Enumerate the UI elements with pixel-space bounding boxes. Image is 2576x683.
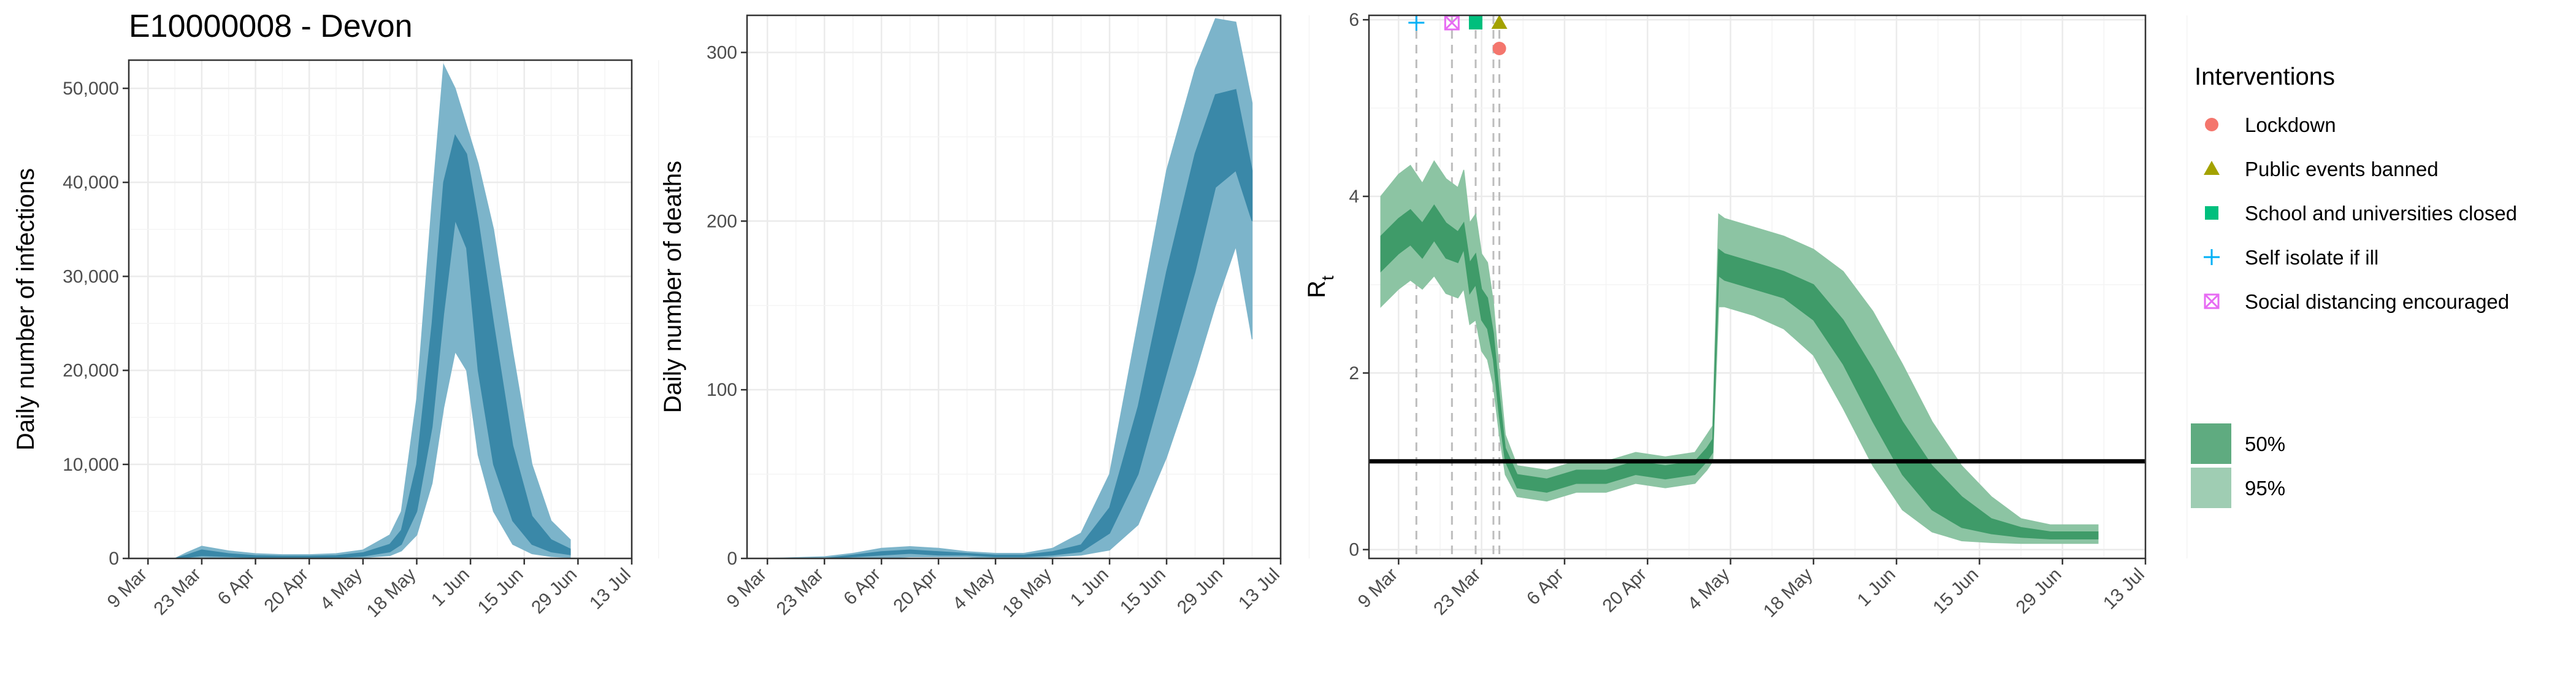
y-tick-label: 0	[1349, 540, 1359, 560]
x-tick-label: 13 Jul	[1235, 565, 1284, 614]
legend-band-swatch	[2191, 423, 2231, 464]
x-tick-label: 4 May	[316, 565, 366, 614]
x-tick-label: 13 Jul	[586, 565, 635, 614]
legend-items: Lockdown Public events banned School and u…	[2204, 114, 2517, 313]
y-tick-label: 20,000	[63, 361, 119, 381]
x-tick-label: 18 May	[1760, 565, 1817, 622]
x-tick-label: 23 Mar	[773, 565, 827, 619]
x-tick-label: 4 May	[949, 565, 999, 614]
band-50	[767, 88, 1253, 559]
x-tick-label: 1 Jun	[1853, 565, 1899, 611]
legend-item: Social distancing encouraged	[2204, 290, 2509, 313]
x-tick-label: 15 Jun	[474, 565, 527, 618]
legend-band: 50%	[2191, 423, 2285, 464]
x-tick-label: 4 May	[1684, 565, 1733, 614]
schools-marker	[1468, 16, 1482, 29]
x-tick-label: 29 Jun	[2012, 565, 2066, 618]
page-title: E10000008 - Devon	[129, 9, 413, 44]
y-tick-label: 0	[109, 549, 119, 569]
panel-border	[1368, 14, 2147, 560]
legend-lockdown-icon	[2205, 118, 2218, 131]
y-tick-label: 50,000	[63, 79, 119, 99]
legend-item: Self isolate if ill	[2204, 246, 2379, 269]
lockdown-marker	[1492, 42, 1506, 55]
y-tick-label: 6	[1349, 10, 1359, 30]
legend-triangle-icon	[2204, 161, 2220, 175]
y-tick-label: 30,000	[63, 266, 119, 287]
legend-item: Public events banned	[2204, 158, 2439, 180]
x-tick-label: 6 Apr	[1523, 565, 1568, 609]
x-tick-label: 1 Jun	[427, 565, 473, 611]
public-events-marker	[1491, 15, 1508, 29]
x-tick-label: 23 Mar	[1430, 565, 1484, 619]
x-tick-label: 1 Jun	[1067, 565, 1113, 611]
legend-item-label: School and universities closed	[2245, 202, 2517, 225]
y-tick-label: 40,000	[63, 172, 119, 193]
legend-item-label: Lockdown	[2245, 114, 2336, 136]
x-tick-label: 23 Mar	[150, 565, 205, 619]
y-tick-label: 2	[1349, 363, 1359, 384]
deaths-panel: 0 100 200 300 9 Mar 23 Mar 6 Apr 20 Apr 4 May 18 …	[659, 14, 1310, 622]
legend-item: School and universities closed	[2205, 202, 2517, 225]
y-axis-label-subscript: t	[1318, 276, 1337, 280]
legend-bands: 50% 95%	[2191, 423, 2285, 508]
y-tick-label: 0	[727, 549, 737, 569]
legend-square-icon	[2205, 206, 2218, 220]
legend-item-label: Public events banned	[2245, 158, 2439, 180]
band-95	[1380, 160, 2099, 544]
x-tick-label: 13 Jul	[2099, 565, 2149, 614]
y-tick-label: 200	[707, 211, 737, 231]
y-tick-label: 300	[707, 42, 737, 63]
gridlines	[129, 60, 659, 560]
x-tick-label: 9 Mar	[104, 565, 151, 612]
x-tick-label: 29 Jun	[1173, 565, 1227, 618]
x-tick-label: 9 Mar	[1354, 565, 1402, 612]
x-tick-label: 9 Mar	[723, 565, 771, 612]
x-tick-label: 15 Jun	[1929, 565, 1982, 618]
x-tick-label: 6 Apr	[840, 565, 884, 609]
x-tick-label: 20 Apr	[1598, 565, 1650, 617]
legend-band-label: 50%	[2245, 433, 2285, 455]
panel-border	[128, 59, 633, 560]
x-tick-label: 20 Apr	[260, 565, 312, 617]
x-tick-label: 6 Apr	[214, 565, 259, 609]
panel-border	[746, 14, 1282, 560]
x-tick-label: 18 May	[363, 565, 420, 622]
y-tick-label: 10,000	[63, 455, 119, 475]
band-50	[1380, 204, 2099, 540]
legend-boxtimes-icon	[2204, 293, 2220, 309]
rt-panel: 0 2 4 6 9 Mar 23 Mar 6 Apr 20 Apr 4 May 18 May 1 J…	[1303, 10, 2188, 622]
y-axis-label: Rt	[1303, 276, 1337, 298]
y-axis-label: Daily number of deaths	[659, 161, 686, 413]
legend-item: Lockdown	[2205, 114, 2336, 136]
legend-band: 95%	[2191, 468, 2285, 508]
y-tick-label: 4	[1349, 187, 1359, 207]
social-distancing-marker	[1444, 15, 1460, 31]
legend-band-label: 95%	[2245, 477, 2285, 500]
y-axis-label: Daily number of infections	[12, 168, 39, 450]
legend-item-label: Self isolate if ill	[2245, 246, 2379, 269]
legend-boxtimes-icon	[2204, 293, 2220, 309]
x-tick-label: 18 May	[999, 565, 1056, 622]
legend-band-swatch	[2191, 468, 2231, 508]
x-tick-label: 15 Jun	[1116, 565, 1170, 618]
x-tick-label: 29 Jun	[527, 565, 581, 618]
x-tick-label: 20 Apr	[889, 565, 941, 617]
y-tick-label: 100	[707, 380, 737, 400]
legend-item-label: Social distancing encouraged	[2245, 290, 2509, 313]
legend: Interventions Lockdown Public events bann…	[2191, 63, 2517, 508]
legend-title: Interventions	[2195, 63, 2335, 90]
